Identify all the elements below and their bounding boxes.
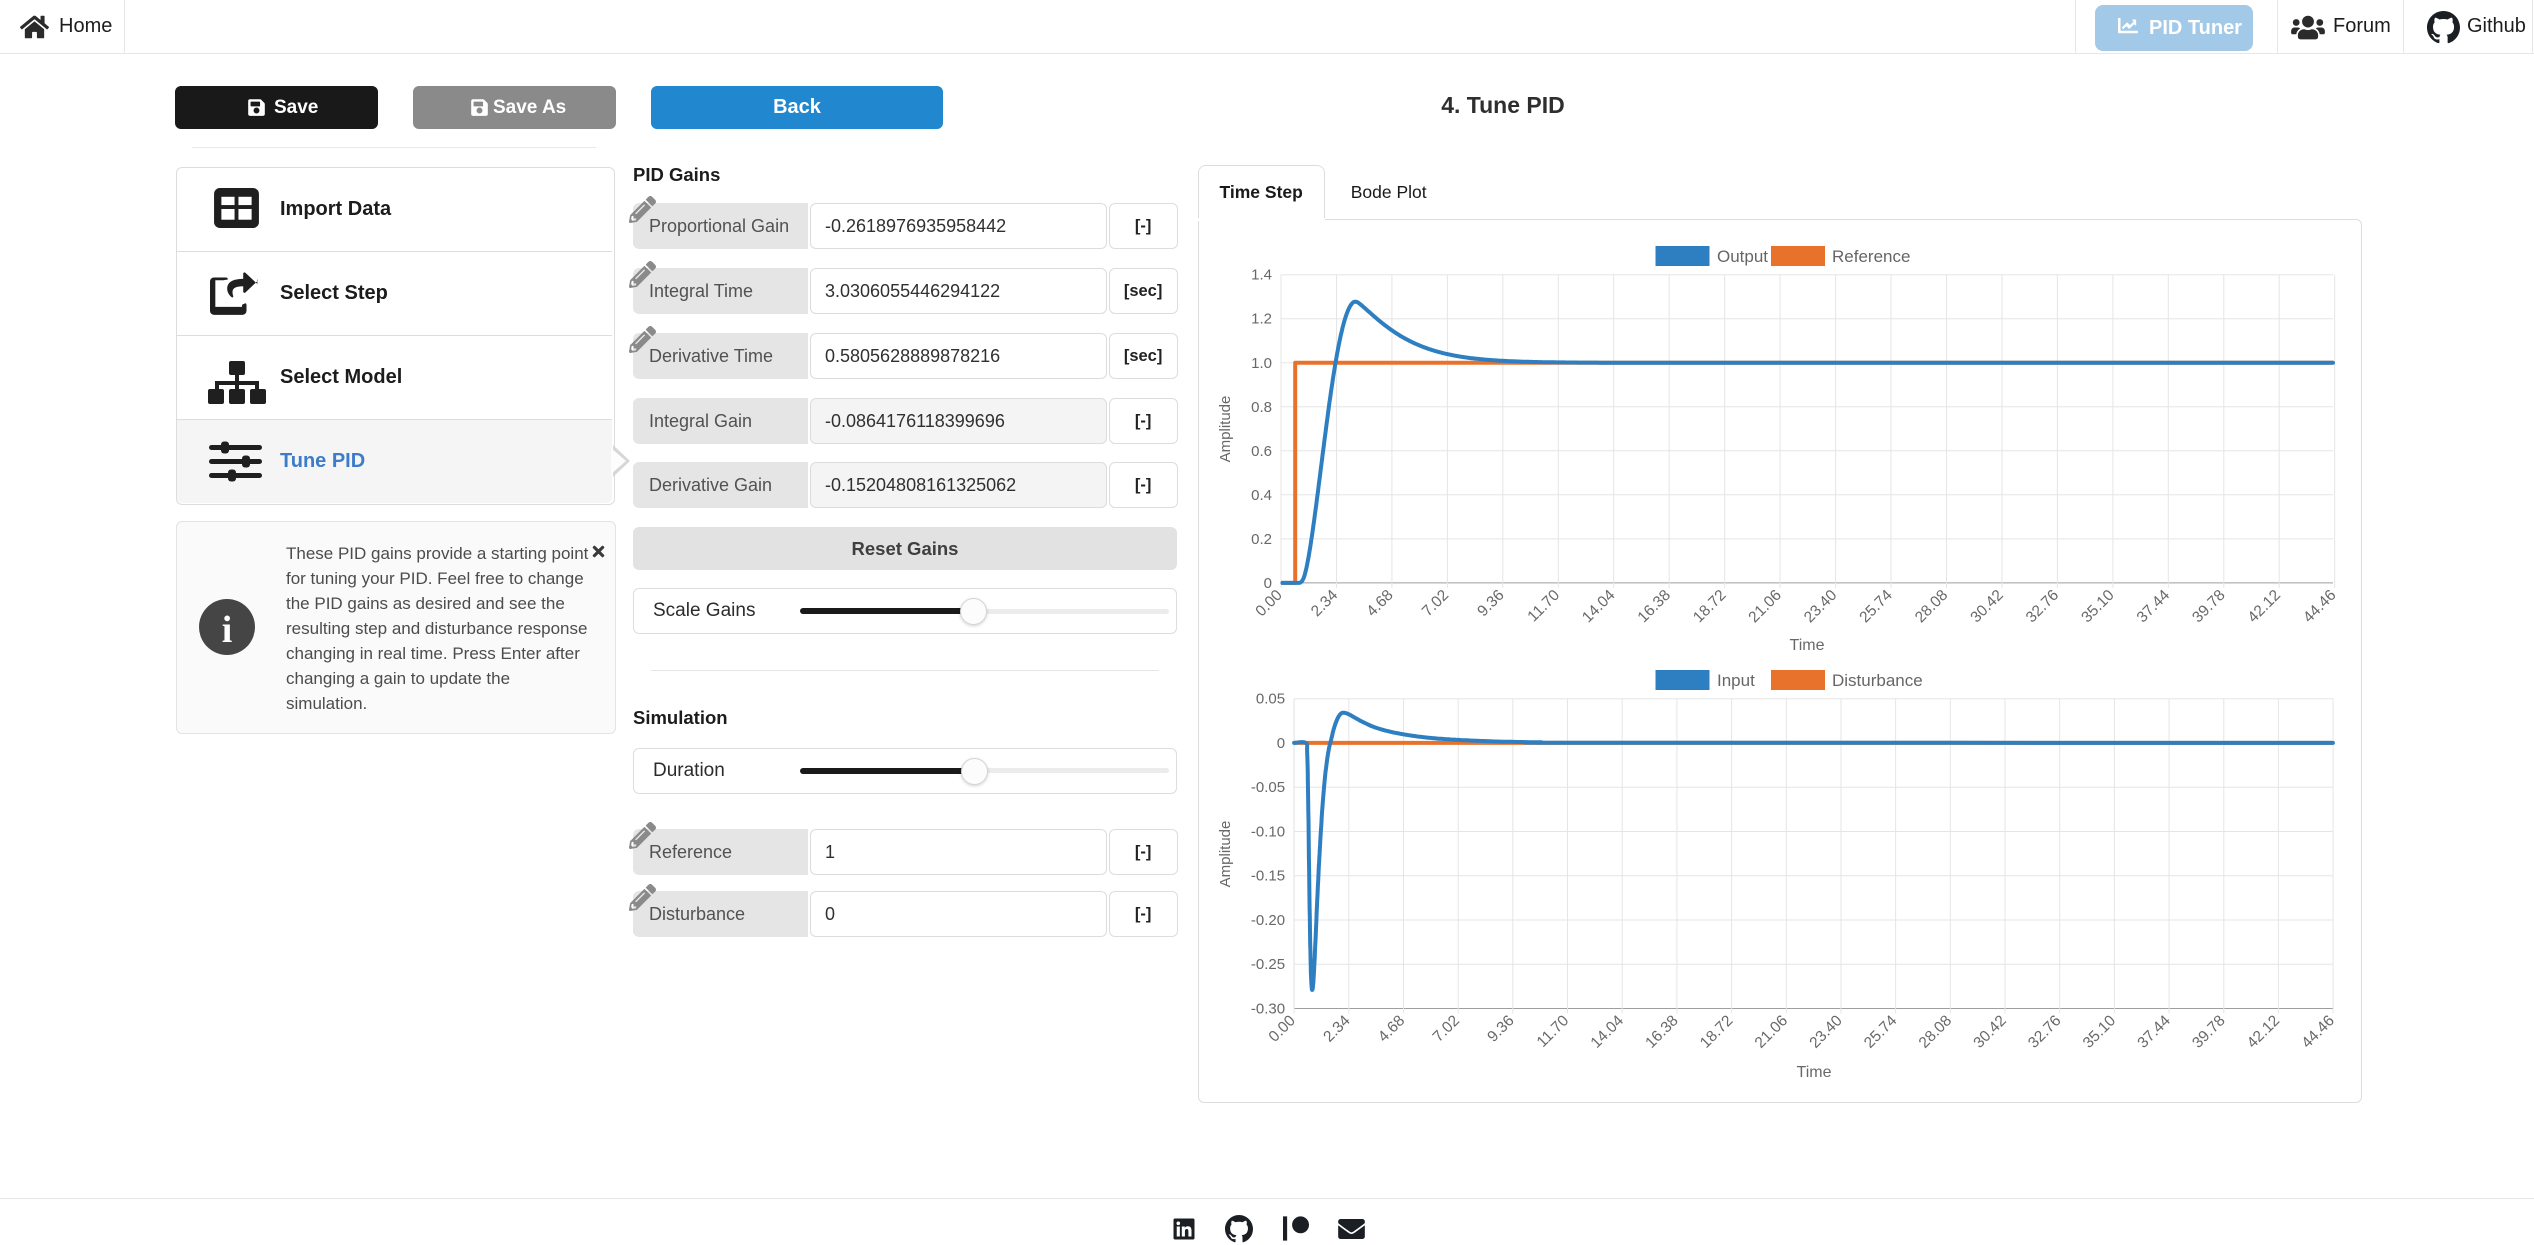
svg-text:44.46: 44.46 [2298,1012,2337,1051]
svg-text:16.38: 16.38 [1642,1012,1681,1051]
svg-text:Input: Input [1717,671,1755,690]
svg-text:37.44: 37.44 [2134,586,2174,626]
svg-text:Disturbance: Disturbance [1832,671,1923,690]
svg-text:-0.15: -0.15 [1251,868,1285,885]
svg-text:Time: Time [1797,1064,1832,1081]
svg-text:35.10: 35.10 [2078,586,2118,626]
svg-text:35.10: 35.10 [2080,1012,2120,1052]
svg-text:7.02: 7.02 [1430,1012,1463,1045]
svg-text:Amplitude: Amplitude [1217,396,1234,463]
svg-text:0.00: 0.00 [1252,586,1286,620]
svg-text:0.4: 0.4 [1251,487,1272,504]
svg-text:9.36: 9.36 [1484,1012,1517,1045]
svg-text:9.36: 9.36 [1474,587,1507,620]
svg-text:30.42: 30.42 [1970,1012,2009,1051]
svg-text:32.76: 32.76 [2023,587,2062,626]
svg-text:1.0: 1.0 [1251,355,1272,372]
svg-text:42.12: 42.12 [2244,1012,2283,1051]
svg-text:39.78: 39.78 [2189,587,2228,626]
svg-text:18.72: 18.72 [1690,587,1729,626]
svg-text:16.38: 16.38 [1635,587,1674,626]
svg-text:0.2: 0.2 [1251,531,1272,548]
svg-text:25.74: 25.74 [1861,1012,1901,1052]
svg-text:-0.30: -0.30 [1251,1001,1285,1018]
svg-text:Time: Time [1790,637,1825,654]
svg-text:11.70: 11.70 [1524,586,1563,625]
svg-text:7.02: 7.02 [1419,587,1452,620]
svg-text:37.44: 37.44 [2134,1012,2174,1052]
svg-text:39.78: 39.78 [2189,1012,2228,1051]
svg-text:0: 0 [1277,735,1285,752]
svg-text:4.68: 4.68 [1375,1012,1408,1045]
svg-text:Reference: Reference [1832,247,1910,266]
svg-text:0: 0 [1264,575,1272,592]
svg-text:0.05: 0.05 [1256,691,1285,708]
svg-text:2.34: 2.34 [1308,586,1342,620]
svg-text:14.04: 14.04 [1579,586,1619,626]
svg-text:0.8: 0.8 [1251,399,1272,416]
svg-text:-0.20: -0.20 [1251,912,1285,929]
svg-text:25.74: 25.74 [1856,586,1896,626]
svg-text:-0.10: -0.10 [1251,824,1285,841]
svg-text:Amplitude: Amplitude [1217,821,1234,888]
svg-text:23.40: 23.40 [1806,1012,1846,1052]
svg-text:1.2: 1.2 [1251,311,1272,328]
svg-text:21.06: 21.06 [1745,587,1784,626]
svg-text:44.46: 44.46 [2300,587,2339,626]
svg-text:4.68: 4.68 [1363,587,1396,620]
svg-text:-0.05: -0.05 [1251,779,1285,796]
svg-text:11.70: 11.70 [1534,1012,1573,1051]
svg-text:23.40: 23.40 [1801,586,1841,626]
svg-text:-0.25: -0.25 [1251,956,1285,973]
svg-text:21.06: 21.06 [1752,1012,1791,1051]
svg-text:28.08: 28.08 [1912,587,1951,626]
svg-text:0.6: 0.6 [1251,443,1272,460]
svg-text:32.76: 32.76 [2025,1012,2064,1051]
svg-text:42.12: 42.12 [2245,587,2284,626]
svg-text:Output: Output [1717,247,1768,266]
svg-text:14.04: 14.04 [1588,1012,1628,1052]
svg-text:18.72: 18.72 [1697,1012,1736,1051]
svg-text:28.08: 28.08 [1916,1012,1955,1051]
svg-text:2.34: 2.34 [1320,1012,1354,1046]
svg-text:30.42: 30.42 [1967,587,2006,626]
svg-text:1.4: 1.4 [1251,267,1272,284]
